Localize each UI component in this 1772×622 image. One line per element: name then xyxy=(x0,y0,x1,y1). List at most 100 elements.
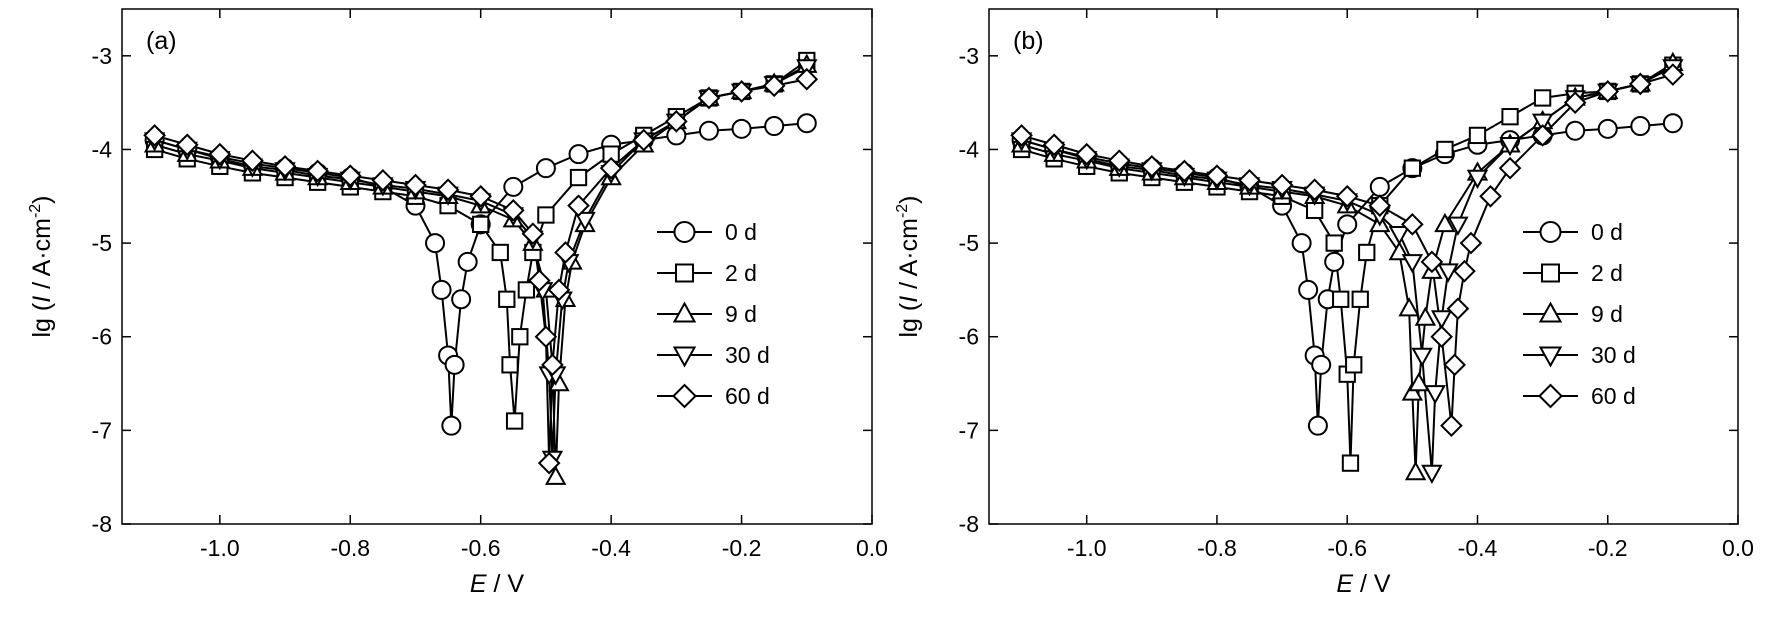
marker xyxy=(1238,169,1261,192)
marker xyxy=(501,199,525,222)
marker xyxy=(1430,310,1453,330)
marker xyxy=(1563,91,1587,114)
marker xyxy=(451,289,472,310)
marker xyxy=(425,233,446,254)
marker xyxy=(1358,243,1376,262)
marker xyxy=(1630,116,1651,137)
plot-frame xyxy=(988,8,1739,525)
panel-label: (a) xyxy=(146,27,177,55)
marker xyxy=(1499,137,1521,157)
y-axis-label-part: I xyxy=(895,296,923,303)
marker xyxy=(1443,353,1466,377)
marker xyxy=(1421,464,1443,485)
marker xyxy=(521,222,545,246)
marker xyxy=(175,133,199,157)
marker xyxy=(501,356,519,374)
y-axis-label-part: -2 xyxy=(27,204,44,218)
x-tick-label: 0.0 xyxy=(856,535,888,561)
marker xyxy=(1345,356,1363,374)
marker xyxy=(1401,381,1424,401)
marker xyxy=(762,74,786,98)
marker xyxy=(469,184,493,208)
marker xyxy=(441,415,462,436)
marker xyxy=(1424,385,1446,405)
legend-label: 60 d xyxy=(1591,383,1636,409)
marker xyxy=(1401,213,1424,236)
marker xyxy=(697,86,721,110)
marker xyxy=(1140,154,1164,178)
marker xyxy=(1541,263,1560,283)
marker xyxy=(1324,251,1345,272)
marker xyxy=(673,221,696,243)
y-axis-label-part: / A·cm xyxy=(895,218,923,296)
marker xyxy=(1270,173,1294,197)
marker xyxy=(567,194,590,217)
marker xyxy=(1404,460,1427,481)
y-axis-label: lg (I / A·cm-2) xyxy=(27,195,56,337)
marker xyxy=(1436,140,1454,159)
legend-label: 0 d xyxy=(725,219,757,245)
y-axis-label-part: / A·cm xyxy=(28,218,56,296)
legend-label: 2 d xyxy=(725,260,757,286)
marker xyxy=(1411,347,1433,367)
marker xyxy=(672,346,697,368)
y-axis-label-part: -2 xyxy=(894,204,911,218)
marker xyxy=(143,124,166,147)
x-tick-label: -0.2 xyxy=(722,535,762,561)
marker xyxy=(1341,454,1360,472)
marker xyxy=(672,383,697,409)
plot-area xyxy=(143,51,819,485)
marker xyxy=(574,211,596,232)
marker xyxy=(404,173,427,197)
marker xyxy=(1661,63,1685,86)
y-axis-label-part: lg ( xyxy=(895,302,923,337)
legend-label: 9 d xyxy=(725,301,757,327)
marker xyxy=(273,154,297,178)
marker xyxy=(1531,124,1554,147)
x-tick-label: -1.0 xyxy=(1067,535,1107,561)
marker xyxy=(764,116,785,137)
marker xyxy=(569,168,588,187)
x-tick-label: -1.0 xyxy=(200,535,240,561)
marker xyxy=(1434,212,1456,233)
marker xyxy=(1498,156,1522,180)
panel-label: (b) xyxy=(1013,27,1044,55)
marker xyxy=(544,465,567,485)
marker xyxy=(208,142,232,166)
y-axis-label: lg (I / A·cm-2) xyxy=(894,195,923,337)
marker xyxy=(1565,120,1586,141)
marker xyxy=(1369,176,1390,197)
marker xyxy=(1531,113,1554,133)
y-tick-label: -5 xyxy=(959,230,979,256)
marker xyxy=(241,149,264,173)
x-tick-label: -0.8 xyxy=(330,535,370,561)
marker xyxy=(795,67,819,91)
marker xyxy=(1291,233,1312,254)
series-line xyxy=(154,59,808,422)
marker xyxy=(1538,346,1563,368)
marker xyxy=(1597,118,1618,139)
marker xyxy=(1388,225,1411,246)
marker xyxy=(1420,250,1444,274)
marker xyxy=(1479,184,1502,208)
marker xyxy=(1440,414,1463,437)
marker xyxy=(599,156,623,180)
legend-label: 30 d xyxy=(1591,342,1636,368)
y-tick-label: -4 xyxy=(959,136,980,162)
marker xyxy=(436,178,460,202)
panel: -1.0 -0.8 -0.6 -0.4 -0.2 0.0 -8 -7 -6 -5 -4 -3 (b) E … xyxy=(894,8,1754,598)
y-tick-label: -6 xyxy=(959,324,979,350)
marker xyxy=(444,354,465,375)
y-tick-label: -5 xyxy=(92,230,112,256)
marker xyxy=(698,120,719,141)
marker xyxy=(796,113,817,134)
y-tick-label: -3 xyxy=(92,43,112,69)
marker xyxy=(632,128,656,152)
marker xyxy=(675,263,694,283)
marker xyxy=(535,158,556,179)
x-axis-label: E / V xyxy=(470,570,525,598)
marker xyxy=(1453,259,1476,283)
x-tick-label: -0.4 xyxy=(591,535,631,561)
y-axis-label-part: ) xyxy=(895,195,923,203)
marker xyxy=(1414,306,1437,326)
